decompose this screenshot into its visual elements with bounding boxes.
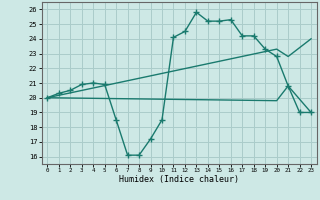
X-axis label: Humidex (Indice chaleur): Humidex (Indice chaleur)	[119, 175, 239, 184]
